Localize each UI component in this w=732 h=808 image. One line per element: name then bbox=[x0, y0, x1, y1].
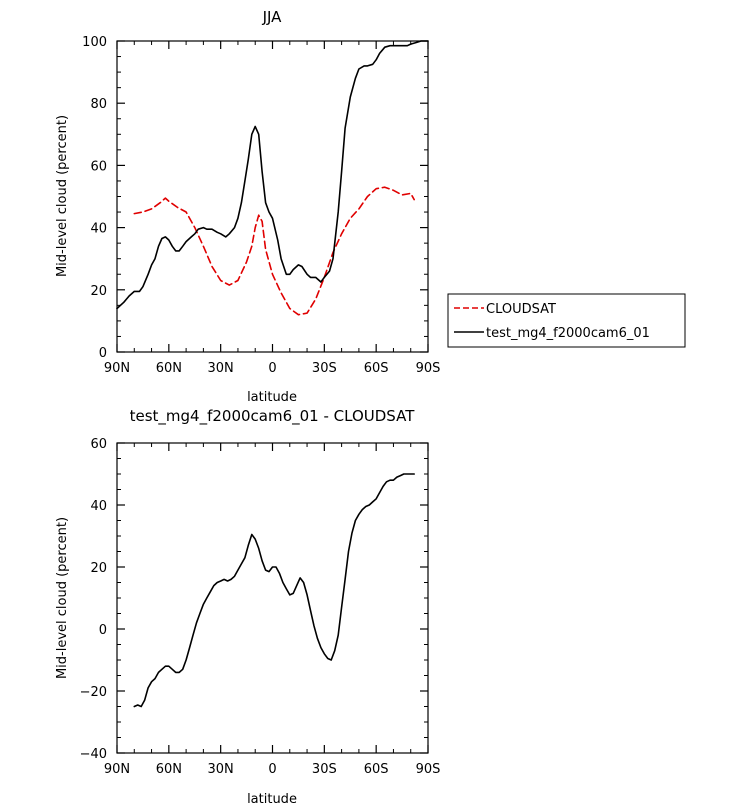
top-series-line-0 bbox=[133, 186, 416, 316]
top-chart-ticks: 90N 60N 30N 0 30S 60S 90S 0 20 40 60 80 100 bbox=[82, 35, 440, 376]
legend-box bbox=[447, 293, 686, 348]
top-xtick-label: 0 bbox=[268, 361, 276, 376]
top-ytick-label: 60 bbox=[90, 159, 107, 174]
top-xtick-label: 60N bbox=[156, 361, 182, 376]
bottom-series-line-0 bbox=[133, 473, 416, 708]
top-xtick-label: 90N bbox=[104, 361, 130, 376]
bottom-ytick-label: −20 bbox=[80, 685, 107, 700]
bottom-ytick-label: 60 bbox=[90, 437, 107, 452]
bottom-chart-title: test_mg4_f2000cam6_01 - CLOUDSAT bbox=[130, 407, 416, 426]
top-xtick-label: 90S bbox=[416, 361, 441, 376]
bottom-xtick-label: 60S bbox=[364, 762, 389, 777]
bottom-ytick-label: 40 bbox=[90, 499, 107, 514]
top-ytick-label: 0 bbox=[99, 346, 107, 361]
top-xtick-label: 30N bbox=[208, 361, 234, 376]
bottom-xtick-label: 0 bbox=[268, 762, 276, 777]
top-x-axis-label: latitude bbox=[247, 390, 297, 405]
bottom-panel: test_mg4_f2000cam6_01 - CLOUDSAT 90N 60N 3… bbox=[55, 407, 440, 807]
top-y-axis-label: Mid-level cloud (percent) bbox=[55, 115, 70, 277]
bottom-x-axis-label: latitude bbox=[247, 792, 297, 807]
legend: CLOUDSAT test_mg4_f2000cam6_01 bbox=[447, 293, 686, 348]
bottom-xtick-label: 90N bbox=[104, 762, 130, 777]
top-ytick-label: 20 bbox=[90, 284, 107, 299]
bottom-ytick-label: 0 bbox=[99, 623, 107, 638]
top-xtick-label: 60S bbox=[364, 361, 389, 376]
bottom-chart-series-group bbox=[133, 473, 416, 708]
top-panel: JJA 90N 60N 30N 0 30S 60S 90S 0 20 40 60 80 100 lati… bbox=[55, 8, 440, 405]
top-plot-frame bbox=[116, 40, 429, 353]
bottom-ytick-label: 20 bbox=[90, 561, 107, 576]
bottom-xtick-label: 60N bbox=[156, 762, 182, 777]
bottom-chart-ticks: 90N 60N 30N 0 30S 60S 90S −40 −20 0 20 40 60 bbox=[80, 437, 441, 777]
top-series-line-1 bbox=[116, 40, 429, 310]
top-chart-title: JJA bbox=[262, 8, 283, 26]
top-ytick-label: 40 bbox=[90, 222, 107, 237]
bottom-xtick-label: 30N bbox=[208, 762, 234, 777]
bottom-ytick-label: −40 bbox=[80, 747, 107, 762]
bottom-y-axis-label: Mid-level cloud (percent) bbox=[55, 517, 70, 679]
legend-label-cloudsat: CLOUDSAT bbox=[486, 302, 556, 317]
top-xtick-label: 30S bbox=[312, 361, 337, 376]
legend-label-model: test_mg4_f2000cam6_01 bbox=[486, 326, 650, 341]
bottom-xtick-label: 90S bbox=[416, 762, 441, 777]
top-chart-series-group bbox=[116, 40, 429, 316]
bottom-xtick-label: 30S bbox=[312, 762, 337, 777]
top-ytick-label: 100 bbox=[82, 35, 107, 50]
top-ytick-label: 80 bbox=[90, 97, 107, 112]
